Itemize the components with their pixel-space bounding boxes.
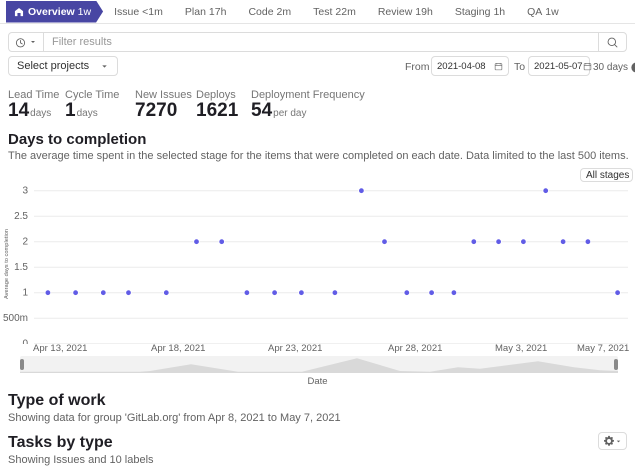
svg-text:2: 2 [22,237,28,248]
svg-text:1.5: 1.5 [14,262,28,273]
svg-text:3: 3 [22,186,28,197]
svg-text:1: 1 [22,288,28,299]
svg-text:500m: 500m [3,313,28,324]
svg-text:2.5: 2.5 [14,211,28,222]
svg-text:Average days to completion: Average days to completion [4,229,10,299]
svg-text:0: 0 [22,339,28,344]
